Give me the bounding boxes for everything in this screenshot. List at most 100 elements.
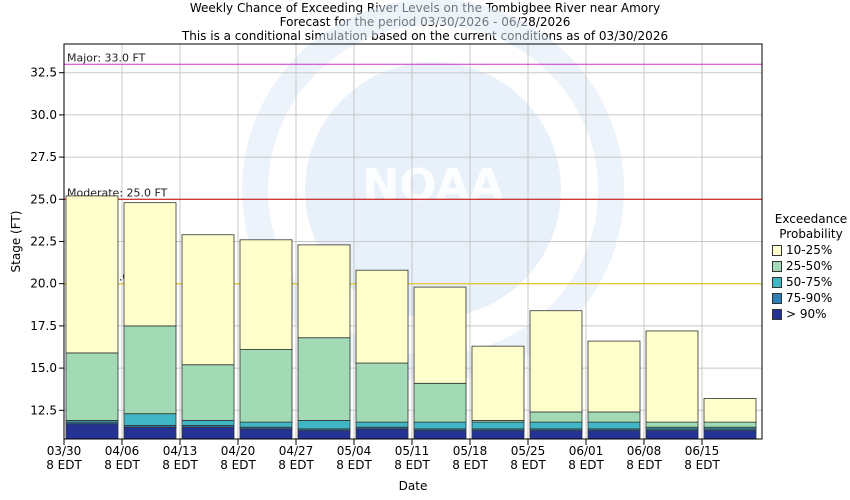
flood-level-label: Major: 33.0 FT	[67, 51, 146, 64]
legend-item-label: 25-50%	[786, 258, 833, 273]
bar-segment	[297, 420, 351, 430]
bar-segment	[413, 382, 467, 423]
x-tick-label-time: 8 EDT	[336, 458, 372, 472]
x-tick-label-date: 04/27	[279, 444, 314, 458]
bar-segment	[123, 426, 177, 440]
bar-segment	[355, 421, 409, 428]
y-axis-label: Stage (FT)	[9, 211, 23, 273]
bar-segment	[471, 421, 525, 430]
x-tick-label-time: 8 EDT	[626, 458, 662, 472]
x-tick-label-date: 03/30	[47, 444, 82, 458]
bar-segment	[181, 420, 235, 426]
bar-segment	[297, 244, 351, 339]
legend-title-line2: Probability	[779, 227, 843, 241]
x-tick-label-time: 8 EDT	[104, 458, 140, 472]
x-tick-label-time: 8 EDT	[510, 458, 546, 472]
bar-segment	[413, 286, 467, 384]
x-tick-label-date: 05/11	[395, 444, 430, 458]
bar-segment	[239, 428, 293, 440]
bar-segment	[123, 325, 177, 415]
bar-segment	[355, 428, 409, 440]
bar-segment	[181, 234, 235, 366]
x-tick-label-time: 8 EDT	[162, 458, 198, 472]
bar-segment	[529, 421, 583, 430]
x-tick-label-time: 8 EDT	[684, 458, 720, 472]
x-tick-label-time: 8 EDT	[220, 458, 256, 472]
legend-item: 75-90%	[772, 290, 850, 306]
x-tick-label-date: 04/06	[105, 444, 140, 458]
bar-segment	[587, 421, 641, 430]
bar-segment	[645, 330, 699, 423]
bar-segment	[355, 269, 409, 364]
y-tick-label: 32.5	[30, 66, 57, 80]
legend-item-label: > 90%	[786, 306, 827, 321]
legend: Exceedance Probability 10-25% 25-50% 50-75…	[772, 212, 850, 322]
y-tick-label: 27.5	[30, 150, 57, 164]
legend-title-line1: Exceedance	[774, 212, 848, 226]
x-tick-label-time: 8 EDT	[452, 458, 488, 472]
bar-segment	[297, 430, 351, 440]
legend-swatch	[772, 244, 782, 256]
x-tick-label-date: 04/13	[163, 444, 198, 458]
x-tick-label-date: 06/08	[627, 444, 662, 458]
bar-segment	[529, 411, 583, 423]
legend-item: 25-50%	[772, 258, 850, 274]
bar-segment	[297, 337, 351, 421]
legend-item-label: 75-90%	[786, 290, 833, 305]
bar-segment	[529, 310, 583, 413]
bar-segment	[587, 340, 641, 413]
x-tick-label-date: 04/20	[221, 444, 256, 458]
bar-segment	[181, 364, 235, 421]
bar-segment	[123, 202, 177, 327]
bar-segment	[703, 421, 757, 428]
bar-segment	[65, 352, 119, 421]
bar-segment	[587, 411, 641, 423]
x-tick-label-time: 8 EDT	[394, 458, 430, 472]
x-tick-label-time: 8 EDT	[568, 458, 604, 472]
legend-item: 50-75%	[772, 274, 850, 290]
bar-segment	[471, 345, 525, 421]
bar-segment	[239, 421, 293, 428]
legend-item: > 90%	[772, 306, 850, 322]
x-axis-label: Date	[399, 479, 428, 493]
y-tick-label: 15.0	[30, 361, 57, 375]
y-tick-label: 20.0	[30, 277, 57, 291]
x-tick-label-time: 8 EDT	[46, 458, 82, 472]
bar-segment	[413, 421, 467, 430]
bar-segment	[181, 426, 235, 440]
legend-item-label: 10-25%	[786, 242, 833, 257]
bar-segment	[239, 239, 293, 350]
x-tick-label-date: 05/18	[453, 444, 488, 458]
x-tick-label-date: 06/15	[685, 444, 720, 458]
legend-swatch	[772, 308, 782, 320]
bar-segment	[703, 398, 757, 423]
noaa-logo-text: NOAA	[362, 160, 503, 211]
legend-swatch	[772, 292, 782, 304]
legend-item: 10-25%	[772, 242, 850, 258]
bar-segment	[413, 430, 467, 440]
legend-swatch	[772, 276, 782, 288]
bar-segment	[65, 195, 119, 354]
legend-item-label: 50-75%	[786, 274, 833, 289]
bar-segment	[645, 430, 699, 440]
legend-swatch	[772, 260, 782, 272]
bar-segment	[703, 430, 757, 440]
bar-segment	[587, 430, 641, 440]
bar-segment	[645, 421, 699, 428]
bar-segment	[355, 362, 409, 423]
y-tick-label: 22.5	[30, 235, 57, 249]
y-tick-label: 25.0	[30, 192, 57, 206]
x-tick-label-date: 06/01	[569, 444, 604, 458]
y-tick-label: 30.0	[30, 108, 57, 122]
bar-segment	[529, 430, 583, 440]
y-tick-label: 17.5	[30, 319, 57, 333]
x-tick-label-date: 05/04	[337, 444, 372, 458]
x-tick-label-date: 05/25	[511, 444, 546, 458]
bar-segment	[239, 349, 293, 423]
x-tick-label-time: 8 EDT	[278, 458, 314, 472]
bar-segment	[123, 413, 177, 426]
bar-segment	[65, 423, 119, 440]
y-tick-label: 12.5	[30, 403, 57, 417]
bar-segment	[471, 430, 525, 440]
